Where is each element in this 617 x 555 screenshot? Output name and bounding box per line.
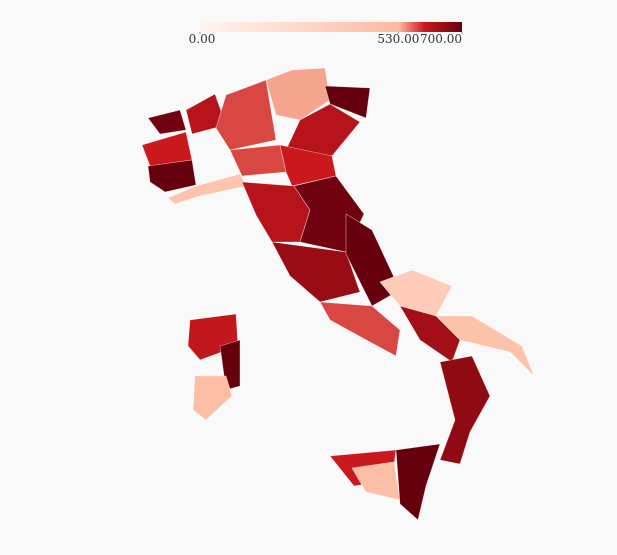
- region: [192, 375, 233, 421]
- colorbar: [200, 22, 462, 32]
- region: [271, 241, 361, 303]
- region: [215, 79, 277, 151]
- region: [379, 269, 453, 317]
- colorbar-label: 0.00: [189, 32, 216, 46]
- region: [147, 109, 187, 135]
- region: [285, 103, 361, 157]
- region: [147, 159, 197, 193]
- region: [399, 305, 461, 363]
- colorbar-label: 700.00: [420, 32, 462, 46]
- region: [319, 301, 401, 357]
- colorbar-label: 530.00: [377, 32, 419, 46]
- region: [395, 443, 441, 521]
- regions: [141, 67, 535, 521]
- region: [324, 85, 371, 119]
- region: [439, 355, 491, 465]
